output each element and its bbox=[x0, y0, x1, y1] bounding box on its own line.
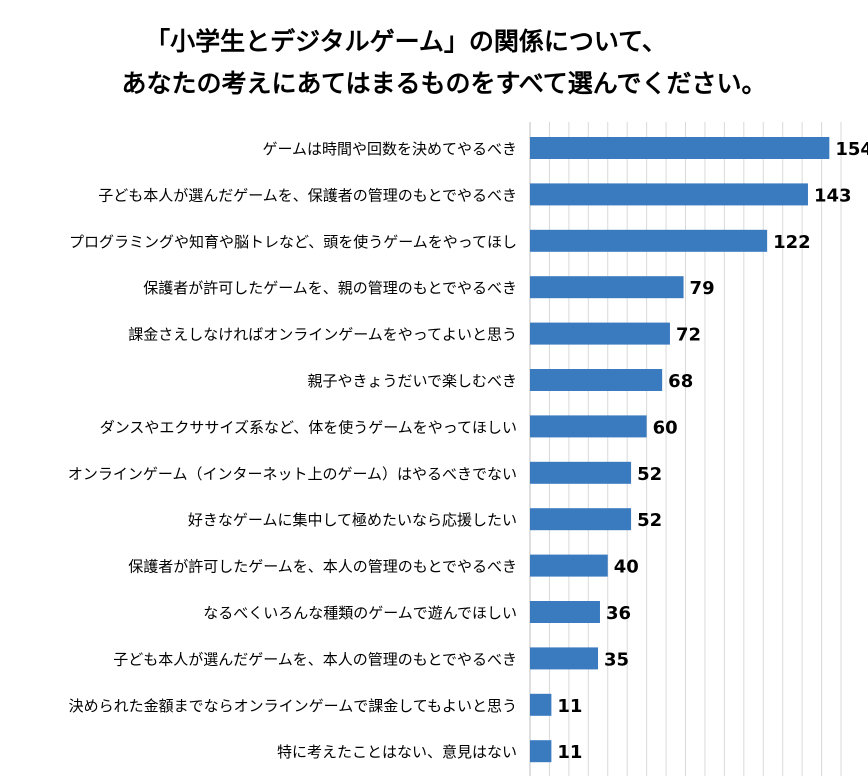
bar bbox=[530, 693, 552, 716]
category-label: 決められた金額までならオンラインゲームで課金してもよいと思う bbox=[69, 697, 517, 715]
data-label: 11 bbox=[557, 742, 582, 763]
data-label: 52 bbox=[637, 510, 662, 531]
bar bbox=[530, 554, 608, 577]
bar bbox=[530, 461, 632, 484]
data-label: 35 bbox=[604, 649, 629, 670]
category-label: 親子やきょうだいで楽しむべき bbox=[307, 372, 517, 390]
bar bbox=[530, 276, 684, 299]
bar bbox=[530, 508, 632, 531]
bar bbox=[530, 229, 768, 252]
category-label: なるべくいろんな種類のゲームで遊んでほしい bbox=[203, 604, 517, 622]
category-label: 特に考えたことはない、意見はない bbox=[277, 743, 517, 761]
chart-title-line-2: あなたの考えにあてはまるものをすべて選んでください。 bbox=[121, 69, 767, 98]
data-label: 72 bbox=[676, 325, 701, 346]
bar bbox=[530, 647, 599, 670]
bar bbox=[530, 322, 670, 345]
bar bbox=[530, 415, 647, 438]
category-label: 課金さえしなければオンラインゲームをやってよいと思う bbox=[128, 326, 517, 344]
chart-title-line-1: 「小学生とデジタルゲーム」の関係について、 bbox=[145, 27, 667, 56]
category-label: 子ども本人が選んだゲームを、本人の管理のもとでやるべき bbox=[113, 650, 517, 668]
data-label: 52 bbox=[637, 464, 662, 485]
data-label: 40 bbox=[614, 557, 639, 578]
bar bbox=[530, 740, 552, 763]
data-label: 11 bbox=[557, 696, 582, 717]
data-label: 60 bbox=[653, 417, 678, 438]
bar bbox=[530, 601, 600, 623]
category-label: プログラミングや知育や脳トレなど、頭を使うゲームをやってほし bbox=[69, 233, 517, 251]
data-label: 122 bbox=[773, 232, 811, 253]
category-label: オンラインゲーム（インターネット上のゲーム）はやるべきでない bbox=[68, 465, 517, 483]
category-label: ゲームは時間や回数を決めてやるべき bbox=[262, 140, 517, 158]
bar bbox=[530, 137, 830, 159]
data-label: 68 bbox=[668, 371, 693, 392]
category-label: ダンスやエクササイズ系など、体を使うゲームをやってほしい bbox=[100, 418, 517, 436]
category-label: 子ども本人が選んだゲームを、保護者の管理のもとでやるべき bbox=[98, 186, 517, 204]
data-label: 143 bbox=[814, 185, 852, 206]
category-label: 保護者が許可したゲームを、親の管理のもとでやるべき bbox=[143, 279, 517, 297]
bar bbox=[530, 369, 663, 391]
category-label: 好きなゲームに集中して極めたいなら応援したい bbox=[188, 511, 517, 529]
data-label: 36 bbox=[606, 603, 631, 624]
bar bbox=[530, 183, 808, 206]
data-label: 154 bbox=[835, 139, 868, 160]
category-label: 保護者が許可したゲームを、本人の管理のもとでやるべき bbox=[128, 558, 517, 576]
data-label: 79 bbox=[690, 278, 715, 299]
